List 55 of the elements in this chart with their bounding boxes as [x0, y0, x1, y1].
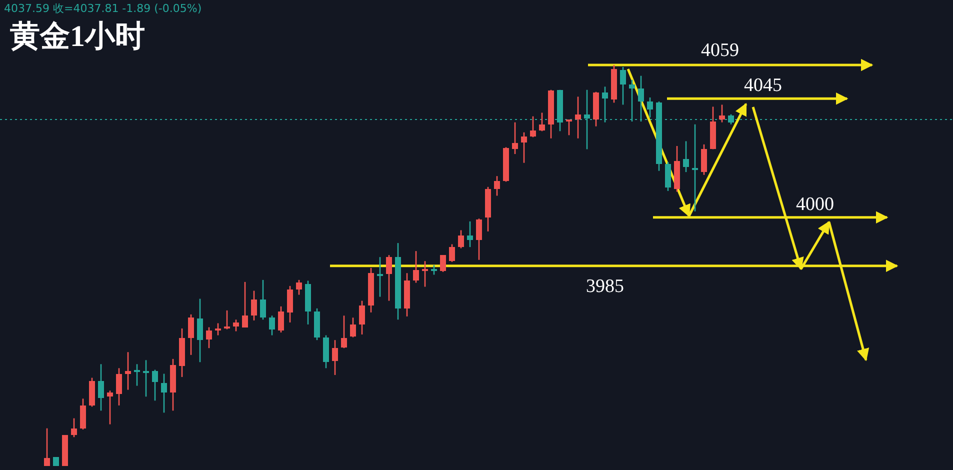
candlestick — [233, 318, 239, 332]
candlestick — [188, 314, 194, 356]
candlestick — [287, 285, 293, 324]
candlestick — [71, 418, 77, 438]
candlestick — [566, 118, 572, 136]
candlestick — [620, 66, 626, 106]
candlestick — [197, 298, 203, 363]
candlestick — [476, 218, 482, 261]
candlestick — [98, 363, 104, 412]
candlestick — [296, 279, 302, 296]
candlestick — [116, 368, 122, 406]
candlestick — [422, 260, 428, 288]
candlestick — [251, 290, 257, 322]
candlestick — [467, 220, 473, 248]
annotation: 3985 — [586, 276, 624, 297]
text: 4000 — [796, 194, 834, 215]
candlestick — [377, 256, 383, 298]
candlestick — [449, 244, 455, 263]
candlestick — [206, 326, 212, 349]
candlestick — [161, 373, 167, 414]
candlestick — [701, 144, 707, 176]
candlestick — [269, 314, 275, 336]
candlestick — [107, 390, 113, 425]
candlestick — [431, 264, 437, 276]
candlestick — [413, 250, 419, 284]
candlestick — [134, 363, 140, 386]
candlestick — [539, 112, 545, 132]
chart-title: 黄金1小时 — [10, 20, 145, 53]
candlestick — [575, 96, 581, 140]
candlestick — [125, 351, 131, 390]
candlestick — [386, 254, 392, 302]
candlestick — [458, 230, 464, 249]
text: 4045 — [744, 75, 782, 96]
candlestick — [341, 314, 347, 349]
candlestick — [530, 116, 536, 138]
candlestick — [278, 306, 284, 334]
candlestick — [224, 310, 230, 330]
candlestick — [719, 104, 725, 123]
candlestick — [350, 316, 356, 338]
candlestick — [80, 398, 86, 430]
candlestick — [521, 132, 527, 164]
candlestick — [242, 281, 248, 328]
candlestick — [260, 279, 266, 320]
candlestick — [359, 300, 365, 336]
candlestick — [512, 122, 518, 155]
candlestick — [332, 339, 338, 376]
candlestick — [440, 254, 446, 273]
text: 4059 — [701, 40, 739, 61]
candlestick — [692, 124, 698, 212]
candlestick — [143, 359, 149, 398]
candlestick — [44, 428, 50, 467]
text: 4037.59 收=4037.81 -1.89 (-0.05%) — [4, 2, 202, 15]
candlestick — [494, 175, 500, 196]
candlestick — [152, 369, 158, 402]
candlestick — [215, 322, 221, 336]
